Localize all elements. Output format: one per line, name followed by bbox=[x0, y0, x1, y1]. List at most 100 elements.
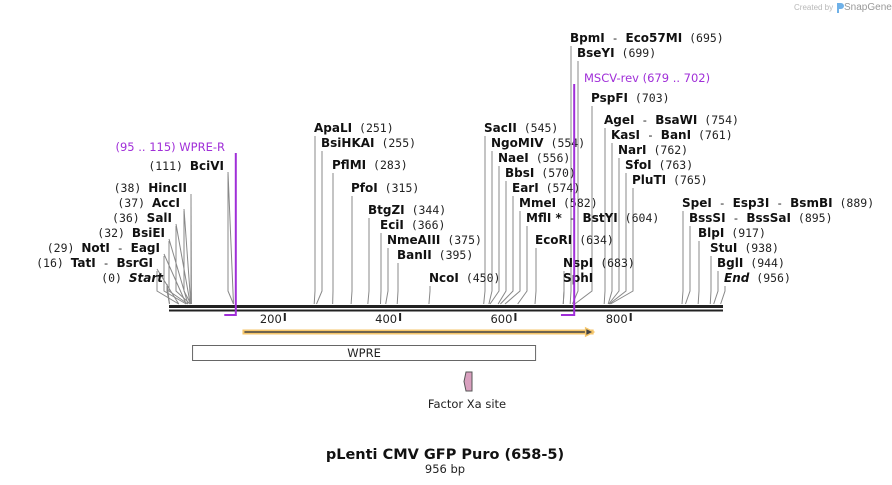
site-label-bsihkai[interactable]: BsiHKAI (255) bbox=[321, 136, 416, 150]
name-separator: - bbox=[562, 211, 583, 225]
site-label-noti[interactable]: (29) NotI - EagI bbox=[47, 241, 160, 255]
site-label-hincii[interactable]: (38) HincII bbox=[114, 181, 187, 195]
site-line-sfoi bbox=[609, 173, 627, 305]
site-line-btgzi bbox=[367, 218, 370, 305]
site-line-apali bbox=[313, 136, 316, 305]
enzyme-name: MmeI bbox=[519, 196, 556, 210]
enzyme-name: KasI bbox=[611, 128, 640, 142]
site-line-ngomiv bbox=[488, 151, 493, 305]
site-line-bsiei bbox=[168, 241, 189, 305]
site-label-acci[interactable]: (37) AccI bbox=[117, 196, 180, 210]
site-position: (762) bbox=[653, 143, 688, 157]
enzyme-name: BsiEI bbox=[132, 226, 165, 240]
site-label-bsssi[interactable]: BssSI - BssSaI (895) bbox=[689, 211, 833, 225]
site-position: (315) bbox=[385, 181, 420, 195]
site-label-sali[interactable]: (36) SalI bbox=[112, 211, 172, 225]
site-label-mmei[interactable]: MmeI (582) bbox=[519, 196, 598, 210]
site-label-naei[interactable]: NaeI (556) bbox=[498, 151, 570, 165]
site-label-ncoi[interactable]: NcoI (450) bbox=[429, 271, 500, 285]
site-label-spei[interactable]: SpeI - Esp3I - BsmBI (889) bbox=[682, 196, 874, 210]
site-label-tati[interactable]: (16) TatI - BsrGI bbox=[36, 256, 153, 270]
feature-wpre-box[interactable] bbox=[192, 345, 537, 361]
site-line-banii bbox=[396, 263, 399, 305]
site-label-eari[interactable]: EarI (574) bbox=[512, 181, 580, 195]
enzyme-name: BssSI bbox=[689, 211, 726, 225]
site-position: (754) bbox=[704, 113, 739, 127]
orf-arrowhead-icon bbox=[584, 326, 596, 338]
site-label-ngomiv[interactable]: NgoMIV (554) bbox=[491, 136, 585, 150]
site-label-nari[interactable]: NarI (762) bbox=[618, 143, 688, 157]
site-position: (556) bbox=[536, 151, 571, 165]
site-label-pspfi[interactable]: PspFI (703) bbox=[591, 91, 670, 105]
site-label-bgli[interactable]: BglI (944) bbox=[717, 256, 785, 270]
backbone-top-strand bbox=[169, 305, 723, 308]
site-line-nari bbox=[608, 158, 620, 305]
site-label-pflmi[interactable]: PflMI (283) bbox=[332, 158, 408, 172]
site-label-kasi[interactable]: KasI - BanI (761) bbox=[611, 128, 733, 142]
site-label-bsiei[interactable]: (32) BsiEI bbox=[97, 226, 165, 240]
site-label-sphi[interactable]: SphI bbox=[563, 271, 593, 285]
site-label-bcivi[interactable]: (111) BciVI bbox=[148, 159, 224, 173]
site-label-pfoi[interactable]: PfoI (315) bbox=[351, 181, 419, 195]
site-label-end[interactable]: End (956) bbox=[724, 271, 791, 285]
name-separator: - bbox=[634, 113, 655, 127]
site-label-bpmi[interactable]: BpmI - Eco57MI (695) bbox=[570, 31, 724, 45]
credit-brand: SnapGene bbox=[844, 2, 892, 13]
enzyme-name: BanI bbox=[661, 128, 691, 142]
enzyme-name: SacII bbox=[484, 121, 517, 135]
enzyme-name: BanII bbox=[397, 248, 432, 262]
site-label-agei[interactable]: AgeI - BsaWI (754) bbox=[604, 113, 739, 127]
site-label-apali[interactable]: ApaLI (251) bbox=[314, 121, 394, 135]
enzyme-name: AccI bbox=[152, 196, 180, 210]
site-label-ecii[interactable]: EciI (366) bbox=[380, 218, 445, 232]
site-position: (895) bbox=[798, 211, 833, 225]
enzyme-name: NmeAIII bbox=[387, 233, 440, 247]
site-position: (956) bbox=[756, 271, 791, 285]
primer-wpre-r-arrow[interactable] bbox=[224, 153, 237, 316]
axis-ticks: 200 400 600 800 bbox=[260, 312, 632, 326]
primers: (95 .. 115) WPRE-R MSCV-rev (679 .. 702) bbox=[115, 71, 710, 316]
site-label-start[interactable]: (0) Start bbox=[101, 271, 164, 285]
primer-mscv-rev-arrow[interactable] bbox=[560, 84, 576, 316]
enzyme-name: EarI bbox=[512, 181, 539, 195]
site-position: (683) bbox=[600, 256, 635, 270]
enzyme-name: BstYI bbox=[583, 211, 618, 225]
name-separator: - bbox=[96, 256, 117, 270]
site-label-bbsi[interactable]: BbsI (570) bbox=[505, 166, 576, 180]
site-label-sfoi[interactable]: SfoI (763) bbox=[625, 158, 693, 172]
primer-label-mscv-rev[interactable]: MSCV-rev (679 .. 702) bbox=[584, 71, 710, 85]
enzyme-name: SphI bbox=[563, 271, 593, 285]
site-position: (375) bbox=[447, 233, 482, 247]
site-label-ecori[interactable]: EcoRI (634) bbox=[535, 233, 614, 247]
site-position: (703) bbox=[635, 91, 670, 105]
site-label-nmeaiii[interactable]: NmeAIII (375) bbox=[387, 233, 482, 247]
features: WPRE Factor Xa site bbox=[192, 326, 596, 411]
site-position: (699) bbox=[622, 46, 657, 60]
site-label-btgzi[interactable]: BtgZI (344) bbox=[368, 203, 446, 217]
site-connector-tati bbox=[156, 268, 180, 305]
primer-label-wpre-r[interactable]: (95 .. 115) WPRE-R bbox=[115, 140, 225, 154]
site-label-banii[interactable]: BanII (395) bbox=[397, 248, 473, 262]
enzyme-name: NgoMIV bbox=[491, 136, 544, 150]
enzyme-name: Start bbox=[129, 271, 164, 285]
site-connector-bcivi bbox=[227, 171, 234, 305]
enzyme-name: SfoI bbox=[625, 158, 652, 172]
site-label-nspi[interactable]: NspI (683) bbox=[563, 256, 635, 270]
site-position: (366) bbox=[411, 218, 446, 232]
site-position: (634) bbox=[579, 233, 614, 247]
site-line-spei bbox=[681, 211, 684, 305]
site-label-blpi[interactable]: BlpI (917) bbox=[698, 226, 766, 240]
site-label-stui[interactable]: StuI (938) bbox=[710, 241, 779, 255]
enzyme-name: EciI bbox=[380, 218, 404, 232]
site-label-mfli[interactable]: MflI * - BstYI (604) bbox=[526, 211, 659, 225]
backbone-bottom-strand bbox=[169, 309, 723, 312]
factor-xa-site-icon[interactable] bbox=[463, 371, 473, 392]
site-position: (395) bbox=[439, 248, 474, 262]
name-separator: - bbox=[110, 241, 131, 255]
site-label-bseyi[interactable]: BseYI (699) bbox=[577, 46, 656, 60]
site-label-pluti[interactable]: PluTI (765) bbox=[632, 173, 708, 187]
credit-prefix: Created by bbox=[794, 3, 833, 12]
site-position: (938) bbox=[744, 241, 779, 255]
site-position: (251) bbox=[359, 121, 394, 135]
site-label-sacii[interactable]: SacII (545) bbox=[484, 121, 558, 135]
